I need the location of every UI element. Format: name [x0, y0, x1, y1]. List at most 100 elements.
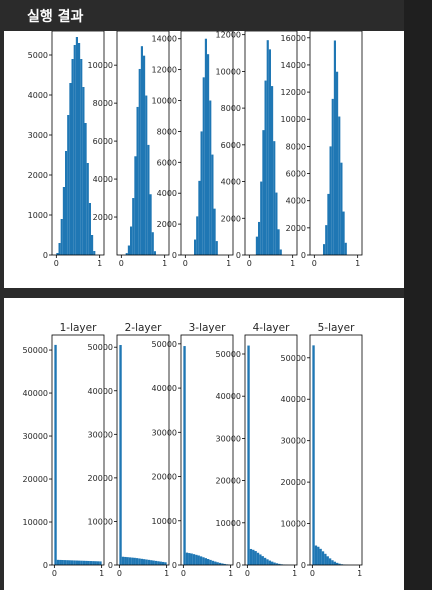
histogram-bar [67, 115, 70, 255]
histogram-bar [132, 198, 135, 255]
x-tick-label: 0 [54, 259, 59, 268]
histogram-bar [82, 87, 85, 255]
histogram-bar [223, 563, 226, 565]
histogram-bar [68, 560, 71, 565]
histogram-bar [151, 232, 154, 255]
y-tick-label: 50000 [281, 354, 306, 363]
histogram-bar [323, 244, 326, 255]
histogram-bar [143, 559, 146, 565]
y-tick-label: 10000 [216, 519, 241, 528]
histogram-bar [121, 556, 125, 565]
histogram-bar [119, 345, 122, 565]
y-tick-label: 0 [236, 561, 241, 570]
histogram-bar [86, 163, 89, 255]
x-tick-label: 0 [52, 569, 57, 578]
panel-title: 5-layer [318, 322, 355, 334]
histogram-bar [259, 554, 262, 565]
histogram-bar [266, 559, 269, 565]
x-tick-label: 0 [310, 569, 315, 578]
top-panel-1: 0 1000 2000 3000 4000 5000 0 1 [28, 31, 105, 268]
histogram-bar [202, 557, 205, 565]
histogram-bar [340, 162, 343, 255]
histogram-bar [213, 208, 216, 255]
histogram-bar [80, 560, 83, 565]
histogram-bar [327, 193, 330, 255]
y-tick-label: 8000 [93, 99, 113, 108]
histogram-bar [214, 561, 217, 565]
histogram-bar [192, 554, 196, 565]
y-tick-label: 8000 [157, 127, 177, 136]
y-tick-label: 0 [43, 561, 48, 570]
histogram-bar [62, 187, 65, 255]
y-tick-label: 0 [301, 561, 306, 570]
histogram-bar [319, 548, 322, 565]
histogram-bar [154, 560, 158, 565]
histogram-bar [131, 557, 134, 565]
histogram-bar [247, 345, 250, 565]
histogram-bar [130, 226, 133, 255]
histogram-bar [147, 559, 151, 565]
y-tick-label: 4000 [221, 178, 241, 187]
x-tick-label: 0 [119, 259, 124, 268]
axes-frame [180, 334, 234, 566]
histogram-bar [138, 558, 141, 565]
histogram-bar [317, 546, 320, 565]
histogram-bar [336, 71, 339, 256]
y-tick-label: 14000 [152, 35, 177, 44]
y-tick-label: 30000 [152, 428, 177, 437]
histogram-bar [333, 561, 336, 565]
y-tick-label: 20000 [23, 475, 48, 484]
histogram-bar [73, 45, 76, 255]
histogram-bar [71, 59, 74, 255]
histogram-bar [209, 559, 212, 565]
histogram-bar [324, 553, 327, 565]
y-tick-label: 0 [172, 251, 177, 260]
histogram-bar [66, 560, 69, 565]
histogram-bar [185, 552, 189, 565]
histogram-bar [58, 243, 61, 255]
histogram-bar [314, 545, 318, 565]
histogram-bar [84, 123, 87, 255]
histogram-bar [188, 553, 191, 565]
y-tick-label: 0 [301, 251, 306, 260]
histogram-bar [135, 558, 139, 565]
histogram-bar [321, 551, 325, 565]
histogram-bar [204, 558, 207, 565]
histogram-bar [329, 146, 332, 255]
histogram-bar [87, 560, 90, 565]
y-tick-label: 40000 [152, 384, 177, 393]
y-tick-label: 8000 [221, 104, 241, 113]
y-tick-label: 4000 [157, 189, 177, 198]
histogram-bar [221, 563, 224, 565]
histogram-bar [195, 554, 198, 565]
histogram-bar [69, 83, 72, 255]
axes-frame [51, 334, 105, 566]
y-tick-label: 4000 [286, 197, 306, 206]
y-tick-label: 40000 [281, 395, 306, 404]
histogram-bar [333, 40, 336, 256]
y-tick-label: 10000 [88, 517, 113, 526]
histogram-bar [99, 561, 102, 565]
histogram-bar [338, 116, 341, 255]
histogram-bar [65, 151, 68, 255]
histogram-bar [152, 560, 155, 565]
x-tick-label: 1 [164, 569, 169, 578]
axes-frame [244, 31, 298, 256]
histogram-bar [262, 130, 265, 255]
histogram-bar [255, 236, 258, 255]
histogram-bar [263, 557, 267, 565]
histogram-bar [145, 559, 148, 565]
histogram-bar [200, 131, 203, 255]
histogram-bar [80, 59, 83, 255]
histogram-bar [273, 141, 276, 255]
histogram-bar [275, 563, 279, 565]
histogram-bar [260, 181, 263, 255]
histogram-bar [197, 555, 200, 565]
y-tick-label: 20000 [281, 478, 306, 487]
histogram-bar [134, 156, 137, 255]
histogram-bar [331, 560, 334, 565]
histogram-bar [198, 180, 201, 255]
